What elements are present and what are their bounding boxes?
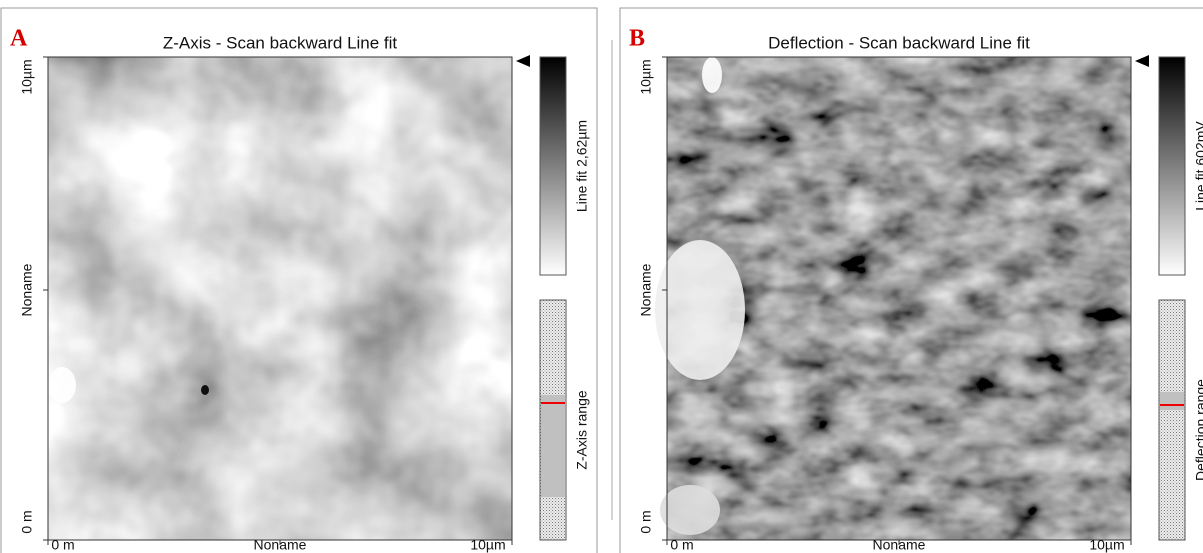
range-marker (1135, 55, 1149, 67)
panel-frame (619, 7, 1203, 553)
range-window (541, 395, 565, 497)
y-axis-label: 10µm (19, 59, 35, 94)
y-axis-label: 10µm (638, 59, 654, 94)
x-axis-label: Noname (873, 537, 926, 553)
scan-feature (702, 57, 722, 93)
colorbar-label: Line fit 602mV (1193, 121, 1203, 211)
scan-feature (655, 240, 745, 380)
scan-feature (660, 485, 720, 535)
range-marker (516, 55, 530, 67)
x-axis-label: Noname (254, 537, 307, 553)
y-axis-label: 0 m (19, 510, 35, 533)
colorbar (1158, 56, 1186, 276)
panel-title: Z-Axis - Scan backward Line fit (163, 33, 398, 52)
panel: B Deflection - Scan backward Line fit 10µm… (619, 7, 1203, 553)
panel-title: Deflection - Scan backward Line fit (768, 33, 1030, 52)
x-axis-label: 0 m (670, 537, 693, 553)
scan-feature (48, 367, 76, 403)
panel: A Z-Axis - Scan backward Line fit 10µm Nona… (0, 7, 598, 553)
y-axis-label: 0 m (638, 510, 654, 533)
panel-label: B (629, 26, 645, 52)
panel-label: A (10, 26, 28, 52)
x-axis-label: 0 m (51, 537, 74, 553)
y-axis-label: Noname (19, 263, 35, 316)
scan-feature (201, 385, 209, 395)
range-label: Z-Axis range (574, 390, 590, 470)
colorbar (539, 56, 567, 276)
range-label: Deflection range (1193, 379, 1203, 481)
range-bar (1158, 299, 1186, 541)
range-window (1160, 392, 1184, 410)
y-axis-label: Noname (638, 263, 654, 316)
x-axis-label: 10µm (470, 537, 505, 553)
x-axis-label: 10µm (1089, 537, 1124, 553)
scan-image (48, 57, 512, 540)
panel-frame (0, 7, 598, 553)
colorbar-label: Line fit 2,62µm (574, 120, 590, 212)
